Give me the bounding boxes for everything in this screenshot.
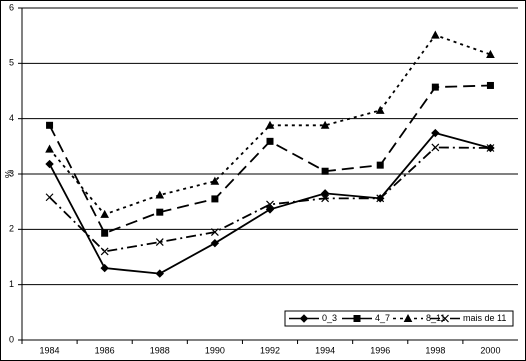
data-point: [321, 167, 329, 175]
legend-label: mais de 11: [463, 313, 506, 323]
legend-marker: [403, 313, 413, 322]
legend-marker: [441, 314, 449, 323]
x-tick-label: 1984: [40, 345, 60, 355]
x-tick-label: 1988: [150, 345, 170, 355]
data-point: [321, 194, 330, 203]
data-point: [431, 83, 439, 91]
y-tick-label: 5: [9, 58, 14, 68]
data-point: [210, 228, 219, 237]
y-tick-label: 3: [9, 168, 14, 178]
data-point: [486, 81, 494, 89]
data-point: [266, 200, 274, 209]
data-point: [431, 143, 440, 152]
x-tick-label: 1986: [95, 345, 115, 355]
x-tick-label: 1998: [425, 345, 445, 355]
data-point: [211, 195, 219, 203]
data-point: [431, 128, 440, 138]
data-point: [486, 49, 495, 58]
legend-marker: [299, 314, 309, 323]
x-tick-label: 1990: [205, 345, 225, 355]
data-point: [265, 205, 275, 214]
data-point: [376, 161, 384, 169]
legend-label: 4_7: [375, 313, 390, 323]
legend-marker: [353, 315, 361, 322]
data-point: [155, 269, 164, 278]
data-point: [101, 229, 109, 237]
x-tick-label: 1992: [260, 345, 280, 355]
data-point: [156, 208, 164, 216]
x-tick-label: 1996: [370, 345, 390, 355]
data-point: [375, 105, 385, 114]
y-tick-label: 4: [9, 113, 14, 123]
y-axis-label: %: [3, 170, 13, 178]
y-tick-label: 1: [9, 279, 14, 289]
data-point: [320, 120, 330, 129]
data-point: [100, 247, 109, 256]
y-tick-label: 6: [9, 2, 14, 12]
data-point: [430, 30, 440, 39]
data-point: [266, 137, 274, 145]
data-point: [210, 238, 220, 248]
legend-label: 0_3: [322, 313, 337, 323]
data-point: [210, 176, 220, 185]
data-point: [45, 144, 54, 153]
data-point: [486, 144, 495, 152]
x-tick-label: 2000: [480, 345, 500, 355]
data-point: [265, 120, 275, 129]
data-point: [155, 190, 165, 199]
x-tick-label: 1994: [315, 345, 335, 355]
data-point: [45, 159, 54, 169]
data-point: [155, 238, 164, 246]
y-tick-label: 2: [9, 224, 14, 234]
data-point: [100, 263, 109, 273]
data-point: [320, 189, 330, 198]
data-point: [45, 193, 54, 202]
data-point: [100, 209, 110, 218]
y-tick-label: 0: [9, 334, 14, 344]
legend-box: [284, 310, 514, 327]
data-point: [376, 194, 385, 203]
series-line: [48, 146, 491, 253]
data-point: [46, 121, 54, 129]
